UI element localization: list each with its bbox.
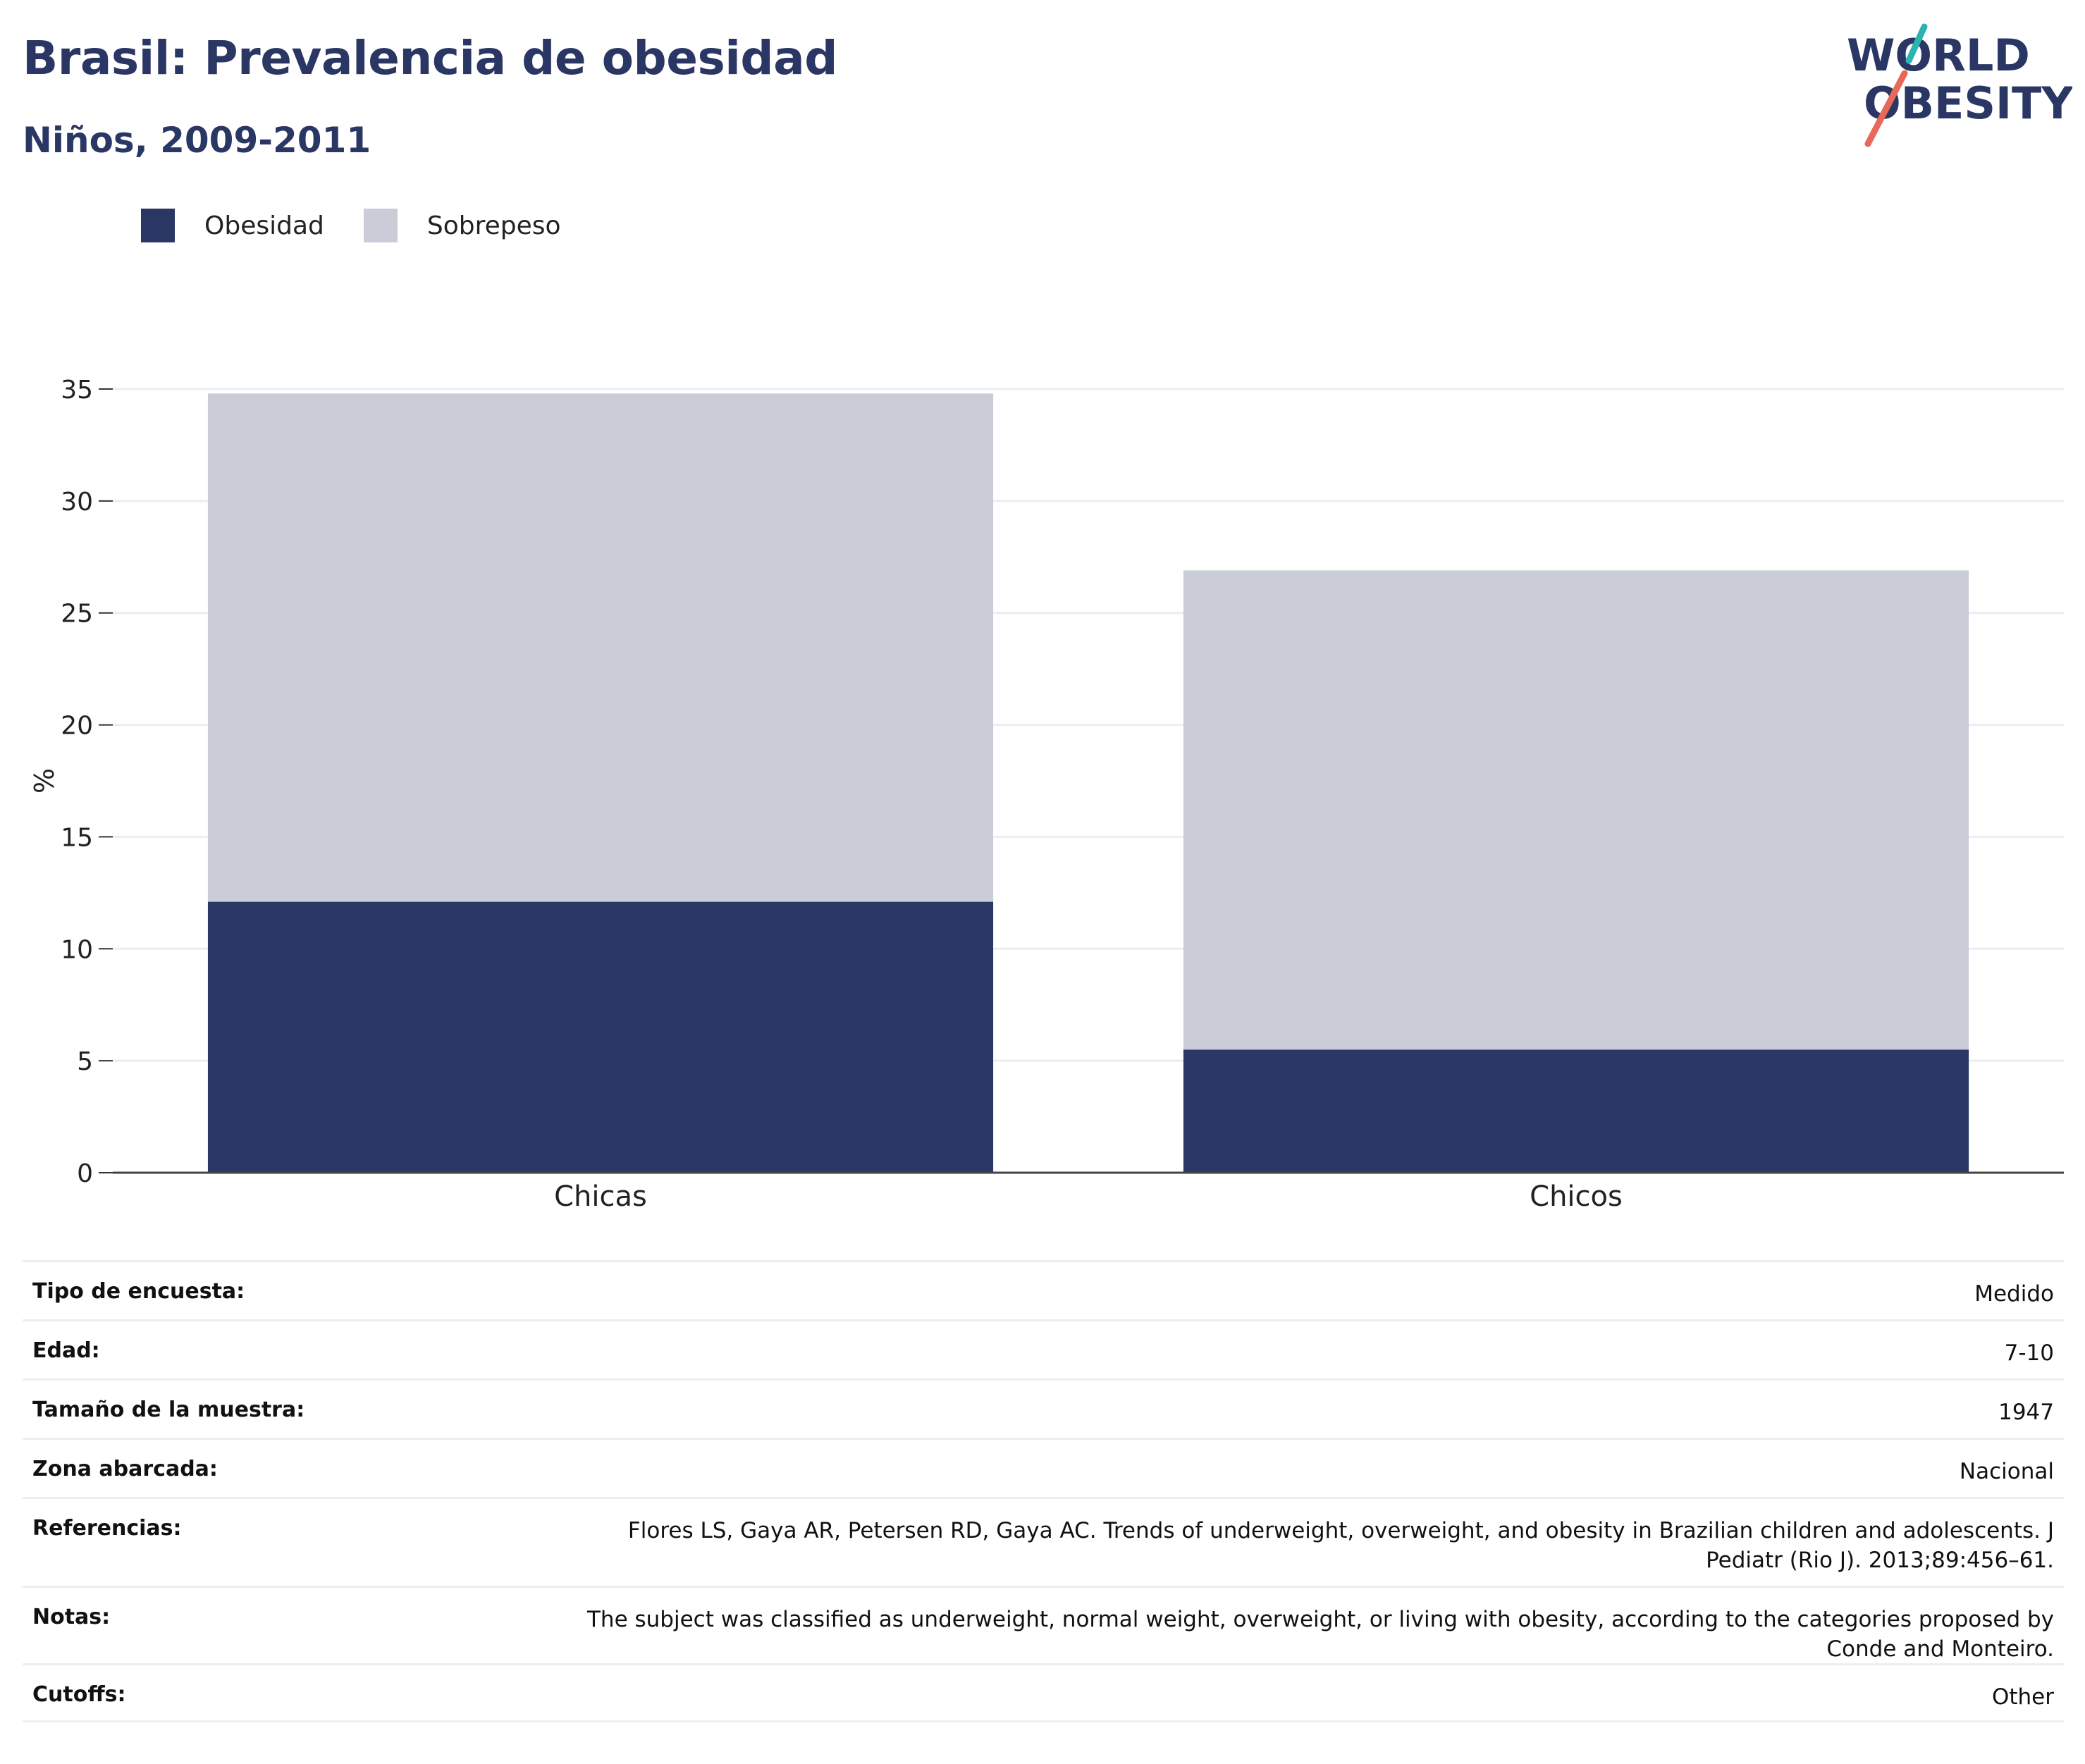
detail-value: Other: [1991, 1684, 2054, 1710]
world-obesity-logo: WORLD OBESITY: [1847, 23, 2072, 147]
bar-sobrepeso-chicos: [1183, 570, 1969, 1050]
detail-label: Edad:: [32, 1338, 100, 1363]
detail-value: 7-10: [2004, 1340, 2054, 1366]
y-tick-label: 20: [61, 712, 93, 741]
x-tick-label: Chicas: [554, 1180, 647, 1213]
chart-subtitle: Niños, 2009-2011: [23, 120, 371, 161]
detail-row-notes: Notas: The subject was classified as und…: [23, 1586, 2064, 1663]
bar-obesidad-chicas: [207, 901, 994, 1173]
chart-legend: Obesidad Sobrepeso: [141, 209, 601, 242]
legend-item-sobrepeso[interactable]: Sobrepeso: [363, 209, 561, 242]
logo-slash-coral: [1864, 70, 1908, 147]
legend-label-obesidad: Obesidad: [204, 211, 324, 240]
detail-label: Tamaño de la muestra:: [32, 1398, 305, 1422]
stacked-bar-chart: 0 5 10 15 20 25 30 35% Chicas Chicos: [29, 376, 2064, 1213]
y-tick-label: 5: [77, 1047, 93, 1076]
survey-details-table: Tipo de encuesta: Medido Edad: 7-10 Tama…: [23, 1260, 2064, 1722]
chart-title: Brasil: Prevalencia de obesidad: [23, 31, 837, 85]
y-tick-label: 35: [61, 376, 93, 405]
legend-swatch-obesidad: [141, 209, 175, 242]
detail-value: Medido: [1974, 1281, 2054, 1307]
detail-row-references: Referencias: Flores LS, Gaya AR, Peterse…: [23, 1497, 2064, 1586]
logo-word-world: WORLD: [1847, 30, 2030, 81]
detail-value: 1947: [1998, 1400, 2054, 1425]
detail-row-area: Zona abarcada: Nacional: [23, 1438, 2064, 1497]
detail-value: Nacional: [1959, 1459, 2054, 1484]
y-tick-label: 10: [61, 935, 93, 964]
y-tick-label: 0: [77, 1159, 93, 1188]
detail-label: Zona abarcada:: [32, 1457, 218, 1481]
detail-row-survey-type: Tipo de encuesta: Medido: [23, 1260, 2064, 1319]
detail-row-cutoffs: Cutoffs: Other: [23, 1663, 2064, 1722]
detail-row-age: Edad: 7-10: [23, 1319, 2064, 1378]
detail-value: Flores LS, Gaya AR, Petersen RD, Gaya AC…: [627, 1518, 2054, 1573]
detail-row-sample-size: Tamaño de la muestra: 1947: [23, 1378, 2064, 1438]
y-tick-label: 30: [61, 488, 93, 517]
detail-value: The subject was classified as underweigh…: [587, 1607, 2054, 1662]
detail-label: Tipo de encuesta:: [32, 1279, 245, 1304]
detail-label: Cutoffs:: [32, 1682, 126, 1707]
detail-label: Notas:: [32, 1605, 111, 1629]
legend-label-sobrepeso: Sobrepeso: [426, 211, 561, 240]
legend-item-obesidad[interactable]: Obesidad: [141, 209, 324, 242]
y-axis-title: %: [29, 768, 60, 794]
logo-slash-teal: [1905, 23, 1928, 64]
y-tick-label: 25: [61, 600, 93, 629]
legend-swatch-sobrepeso: [363, 209, 398, 242]
bar-sobrepeso-chicas: [207, 393, 994, 902]
y-tick-label: 15: [61, 823, 93, 852]
x-tick-label: Chicos: [1530, 1180, 1623, 1213]
detail-label: Referencias:: [32, 1516, 182, 1541]
bar-obesidad-chicos: [1183, 1049, 1969, 1173]
